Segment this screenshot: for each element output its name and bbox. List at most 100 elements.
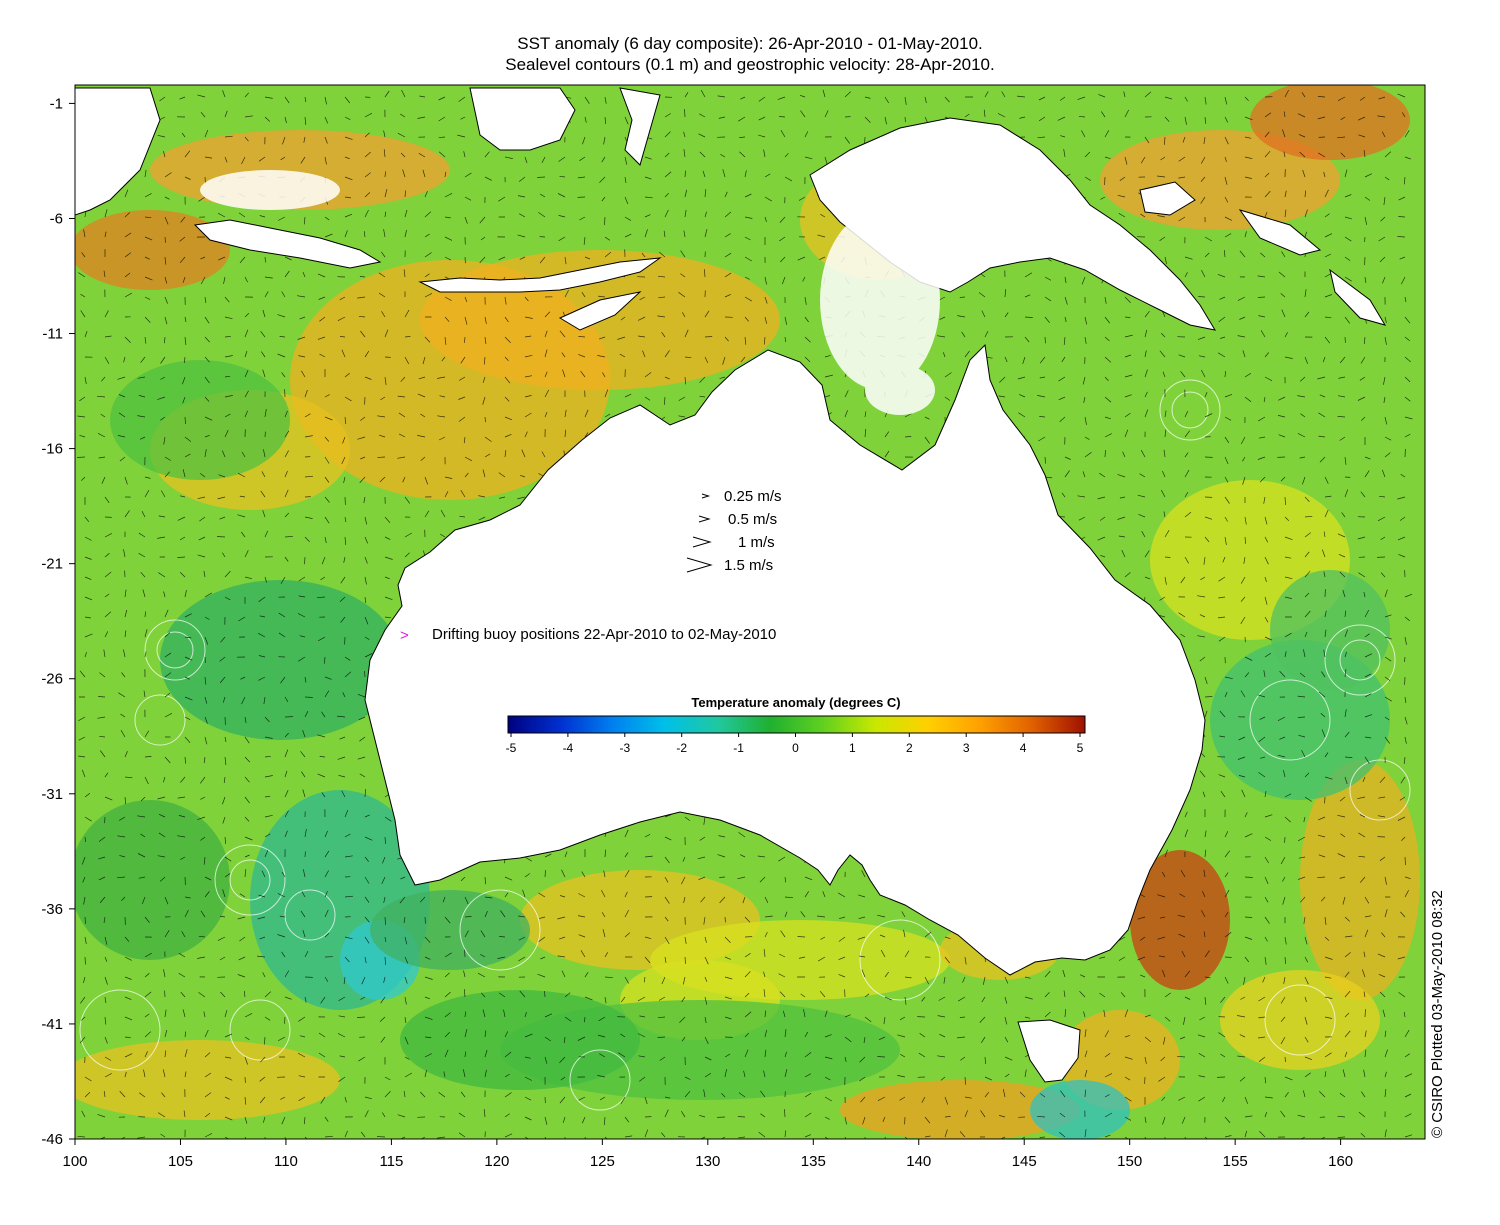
sealevel-contour <box>229 999 291 1061</box>
sealevel-contours <box>79 379 1411 1111</box>
y-tick-label: -36 <box>41 901 63 918</box>
anomaly-patch <box>400 990 640 1090</box>
velocity-legend-arrow-icon <box>698 515 711 523</box>
sulawesi-landmass <box>619 87 661 166</box>
x-tick-label: 110 <box>274 1153 298 1170</box>
x-tick-label: 105 <box>168 1153 193 1170</box>
no-data-areas <box>200 170 940 415</box>
anomaly-patch <box>1220 970 1380 1070</box>
sealevel-contour <box>1159 379 1221 441</box>
y-tick-label: -46 <box>41 1131 63 1148</box>
colorbar-tick-label: 4 <box>1020 741 1027 755</box>
velocity-legend-label: 1.5 m/s <box>724 557 773 574</box>
velocity-legend-arrow-icon <box>686 557 713 573</box>
sealevel-contour <box>569 1049 631 1111</box>
y-axis-ticks: -1 -6 -11 -16 -21 -26 -31 -36 -41 -46 <box>41 95 75 1148</box>
colorbar-scale <box>507 715 1086 734</box>
colorbar-tick-label: 2 <box>906 741 913 755</box>
x-tick-label: 100 <box>62 1153 87 1170</box>
y-tick-label: -6 <box>50 210 63 227</box>
anomaly-patch <box>1250 85 1410 160</box>
sealevel-contour <box>1349 759 1411 821</box>
sealevel-contour <box>1171 391 1209 429</box>
anomaly-patch <box>75 800 230 960</box>
sealevel-contour <box>1249 679 1331 761</box>
sealevel-contour <box>79 989 161 1071</box>
java-landmass <box>193 219 382 269</box>
new-britain-landmass <box>1238 209 1322 256</box>
x-tick-label: 135 <box>801 1153 826 1170</box>
timor-landmass <box>558 291 642 331</box>
credit-text: © CSIRO Plotted 03-May-2010 08:32 <box>1429 890 1446 1138</box>
chart-title-line2: Sealevel contours (0.1 m) and geostrophi… <box>505 55 995 74</box>
sealevel-contour <box>1339 639 1381 681</box>
anomaly-patch <box>75 1040 340 1120</box>
buoy-symbol-icon: > <box>400 627 409 644</box>
colorbar: Temperature anomaly (degrees C) -5 -4 -3 -2… <box>506 695 1086 755</box>
y-tick-label: -11 <box>42 326 63 343</box>
anomaly-patch <box>370 890 530 970</box>
x-tick-label: 125 <box>590 1153 615 1170</box>
x-tick-label: 150 <box>1117 1153 1142 1170</box>
borneo-landmass <box>469 87 576 151</box>
sealevel-contour <box>459 889 541 971</box>
colorbar-tick-label: 0 <box>792 741 799 755</box>
sst-field <box>75 85 1425 1139</box>
anomaly-patch <box>1130 850 1230 990</box>
y-tick-label: -41 <box>41 1016 63 1033</box>
sealevel-contour <box>859 919 941 1001</box>
x-tick-label: 120 <box>484 1153 509 1170</box>
anomaly-patch <box>75 210 230 290</box>
anomaly-patch <box>160 580 400 740</box>
australia-landmass <box>364 343 1206 976</box>
sealevel-contour <box>144 619 206 681</box>
y-tick-label: -26 <box>41 671 63 688</box>
x-tick-label: 160 <box>1328 1153 1353 1170</box>
velocity-legend-label: 0.5 m/s <box>728 511 777 528</box>
new-ireland-landmass <box>1139 181 1196 216</box>
tasmania-landmass <box>1017 1019 1081 1083</box>
sealevel-contour <box>229 859 271 901</box>
anomaly-patch <box>1300 760 1420 1000</box>
sealevel-contour <box>156 631 194 669</box>
sumatra-landmass <box>75 87 161 216</box>
land-masses <box>75 87 1387 1083</box>
lesser-sunda-islands <box>418 257 662 293</box>
y-tick-label: -1 <box>50 95 63 112</box>
x-axis-ticks: 100 105 110 115 120 125 130 135 140 145 150 155 160 <box>62 1139 1353 1170</box>
velocity-legend-label: 0.25 m/s <box>724 488 782 505</box>
sealevel-contour <box>1264 984 1336 1056</box>
velocity-legend-arrow-icon <box>692 536 712 548</box>
sealevel-contour <box>134 694 186 746</box>
solomon-islands <box>1329 268 1387 326</box>
sealevel-contour <box>214 844 286 916</box>
anomaly-patch <box>110 360 290 480</box>
velocity-legend: 0.25 m/s 0.5 m/s 1 m/s 1.5 m/s <box>686 488 782 574</box>
x-tick-label: 140 <box>906 1153 931 1170</box>
colorbar-tick-label: -4 <box>563 741 574 755</box>
anomaly-patch <box>840 1080 1080 1139</box>
colorbar-tick-label: -5 <box>506 741 517 755</box>
sealevel-contour <box>1324 624 1396 696</box>
x-tick-label: 155 <box>1223 1153 1248 1170</box>
plot-frame <box>74 84 1426 1140</box>
anomaly-patch <box>1030 1080 1130 1139</box>
y-tick-label: -16 <box>41 441 63 458</box>
colorbar-title: Temperature anomaly (degrees C) <box>691 695 900 710</box>
chart-title-line1: SST anomaly (6 day composite): 26-Apr-20… <box>517 34 983 53</box>
velocity-legend-label: 1 m/s <box>738 534 775 551</box>
colorbar-tick-label: -2 <box>676 741 687 755</box>
colorbar-tick-label: 3 <box>963 741 970 755</box>
colorbar-tick-label: 5 <box>1077 741 1084 755</box>
buoy-legend: > Drifting buoy positions 22-Apr-2010 to… <box>400 626 776 644</box>
y-tick-label: -21 <box>41 556 63 573</box>
x-tick-label: 130 <box>695 1153 720 1170</box>
colorbar-tick-label: 1 <box>849 741 856 755</box>
anomaly-patch <box>1270 570 1390 690</box>
x-tick-label: 145 <box>1012 1153 1037 1170</box>
buoy-legend-label: Drifting buoy positions 22-Apr-2010 to 0… <box>432 626 776 643</box>
colorbar-tick-label: -1 <box>733 741 744 755</box>
x-tick-label: 115 <box>379 1153 403 1170</box>
velocity-legend-arrow-icon <box>701 493 711 499</box>
